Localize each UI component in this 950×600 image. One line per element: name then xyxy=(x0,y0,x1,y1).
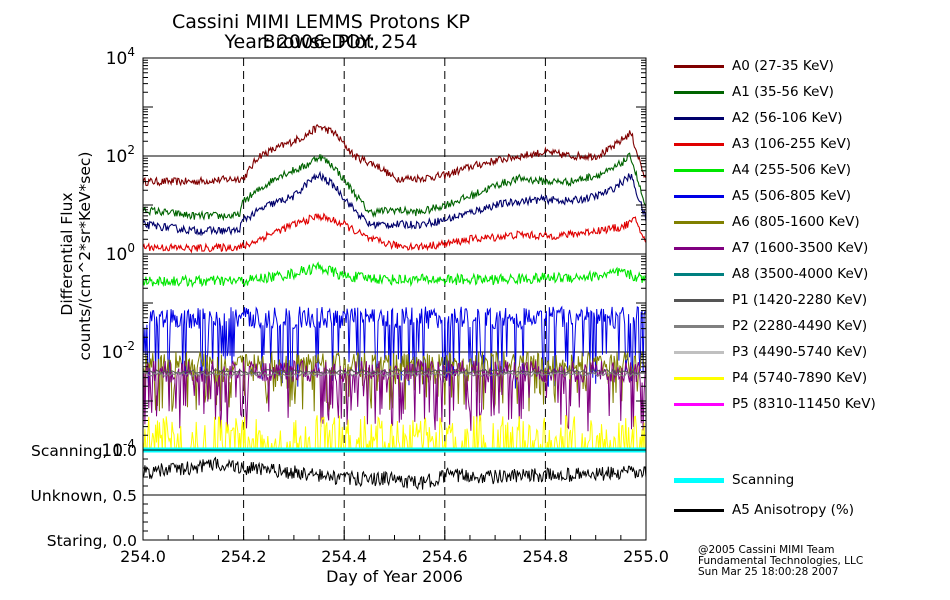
credits-line2: Fundamental Technologies, LLC xyxy=(698,555,864,567)
legend-entry: P1 (1420-2280 KeV) xyxy=(674,292,867,308)
legend-entry: A5 Anisotropy (%) xyxy=(674,502,854,518)
legend-swatch xyxy=(674,298,724,302)
legend-swatch xyxy=(674,402,724,406)
y-axis-label-line1: Differential Flux xyxy=(58,192,76,315)
y-tick-label: 102 xyxy=(106,143,135,167)
axis-labels: 10-4 10-2 100 102 104 254.0 254.2 254.4 254.6 254… xyxy=(31,45,669,586)
legend-label: P5 (8310-11450 KeV) xyxy=(732,396,876,412)
series-line xyxy=(142,414,646,451)
legend-swatch xyxy=(674,90,724,94)
legend-swatch xyxy=(674,142,724,146)
legend-entry: A6 (805-1600 KeV) xyxy=(674,214,860,230)
series-line xyxy=(142,123,647,187)
y-axis-label-line2: counts/(cm^2*sr*KeV*sec) xyxy=(76,152,94,361)
legend-swatch xyxy=(674,116,724,120)
legend-label: A8 (3500-4000 KeV) xyxy=(732,266,869,282)
x-tick-label: 254.6 xyxy=(422,547,468,566)
legend-label: A7 (1600-3500 KeV) xyxy=(732,240,869,256)
series-line xyxy=(142,350,647,412)
legend-swatch xyxy=(674,168,724,172)
legend-entry: A7 (1600-3500 KeV) xyxy=(674,240,868,256)
legend-entry: A4 (255-506 KeV) xyxy=(674,162,851,178)
legend-label: A5 Anisotropy (%) xyxy=(732,502,854,518)
legend-entry: P5 (8310-11450 KeV) xyxy=(674,396,876,412)
legend-entry: A8 (3500-4000 KeV) xyxy=(674,266,868,282)
series-line xyxy=(142,212,647,254)
x-tick-label: 254.8 xyxy=(522,547,568,566)
legend-entry: A5 (506-805 KeV) xyxy=(674,188,851,204)
legend-entry: A2 (56-106 KeV) xyxy=(674,110,842,126)
grid-lines xyxy=(143,57,646,540)
legend-label: A5 (506-805 KeV) xyxy=(732,188,852,204)
x-axis-label: Day of Year 2006 xyxy=(326,567,463,586)
x-tick-label: 255.0 xyxy=(623,547,669,566)
series-line xyxy=(142,152,647,222)
credits-line1: @2005 Cassini MIMI Team xyxy=(698,544,835,556)
y-tick-label: 100 xyxy=(106,241,135,265)
x-tick-label: 254.2 xyxy=(221,547,267,566)
x-tick-label: 254.0 xyxy=(120,547,166,566)
legend-swatch xyxy=(674,376,724,380)
series-line xyxy=(142,368,647,375)
anisotropy-line xyxy=(142,456,647,491)
y-tick-label: 10-4 xyxy=(101,437,135,461)
flux-series xyxy=(142,123,647,451)
legend-label: A2 (56-106 KeV) xyxy=(732,110,843,126)
legend-swatch xyxy=(674,220,724,224)
anisotropy-panel xyxy=(142,447,647,496)
x-tick-label: 254.4 xyxy=(321,547,367,566)
legend-swatch xyxy=(674,508,724,512)
series-line xyxy=(142,305,647,390)
legend-swatch xyxy=(674,64,724,68)
legend-entry: A1 (35-56 KeV) xyxy=(674,84,834,100)
legend-label: A4 (255-506 KeV) xyxy=(732,162,852,178)
series-line xyxy=(142,170,647,237)
legend-swatch xyxy=(674,194,724,198)
legend-label: A3 (106-255 KeV) xyxy=(732,136,852,152)
legend-label: P3 (4490-5740 KeV) xyxy=(732,344,868,360)
legend-entry: P2 (2280-4490 KeV) xyxy=(674,318,867,334)
legend-label: Scanning xyxy=(732,472,795,488)
series-line xyxy=(142,359,647,432)
y2-tick-label: Scanning, 1.0 xyxy=(31,442,137,460)
legend-swatch xyxy=(674,246,724,250)
plot-title-line1: Cassini MIMI LEMMS Protons KP Browse Plo… xyxy=(172,11,470,53)
plot-title-line2: Year: 2006 DOY: 254 xyxy=(224,31,418,53)
legend-label: A6 (805-1600 KeV) xyxy=(732,214,860,230)
legend-entry: Scanning xyxy=(674,472,794,488)
legend-label: P2 (2280-4490 KeV) xyxy=(732,318,868,334)
credits-line3: Sun Mar 25 18:00:28 2007 xyxy=(698,566,839,578)
y2-tick-label: Unknown, 0.5 xyxy=(31,487,137,505)
legend-label: A0 (27-35 KeV) xyxy=(732,58,834,74)
legend-label: P1 (1420-2280 KeV) xyxy=(732,292,868,308)
legend-label: A1 (35-56 KeV) xyxy=(732,84,834,100)
series-line xyxy=(142,261,647,289)
legend-entry: A0 (27-35 KeV) xyxy=(674,58,834,74)
y-tick-label: 10-2 xyxy=(101,339,135,363)
legend-swatch xyxy=(674,350,724,354)
credits: @2005 Cassini MIMI Team Fundamental Tech… xyxy=(698,545,863,578)
series-line xyxy=(142,371,647,378)
axes-frame xyxy=(142,57,647,541)
y2-tick-label: Staring, 0.0 xyxy=(47,532,137,550)
legend-swatch xyxy=(674,477,724,483)
legend-entry: P4 (5740-7890 KeV) xyxy=(674,370,867,386)
y-tick-label: 104 xyxy=(106,45,135,69)
legend-swatch xyxy=(674,324,724,328)
legend-entry: A3 (106-255 KeV) xyxy=(674,136,851,152)
legend-label: P4 (5740-7890 KeV) xyxy=(732,370,868,386)
legend-swatch xyxy=(674,272,724,276)
legend-entry: P3 (4490-5740 KeV) xyxy=(674,344,867,360)
